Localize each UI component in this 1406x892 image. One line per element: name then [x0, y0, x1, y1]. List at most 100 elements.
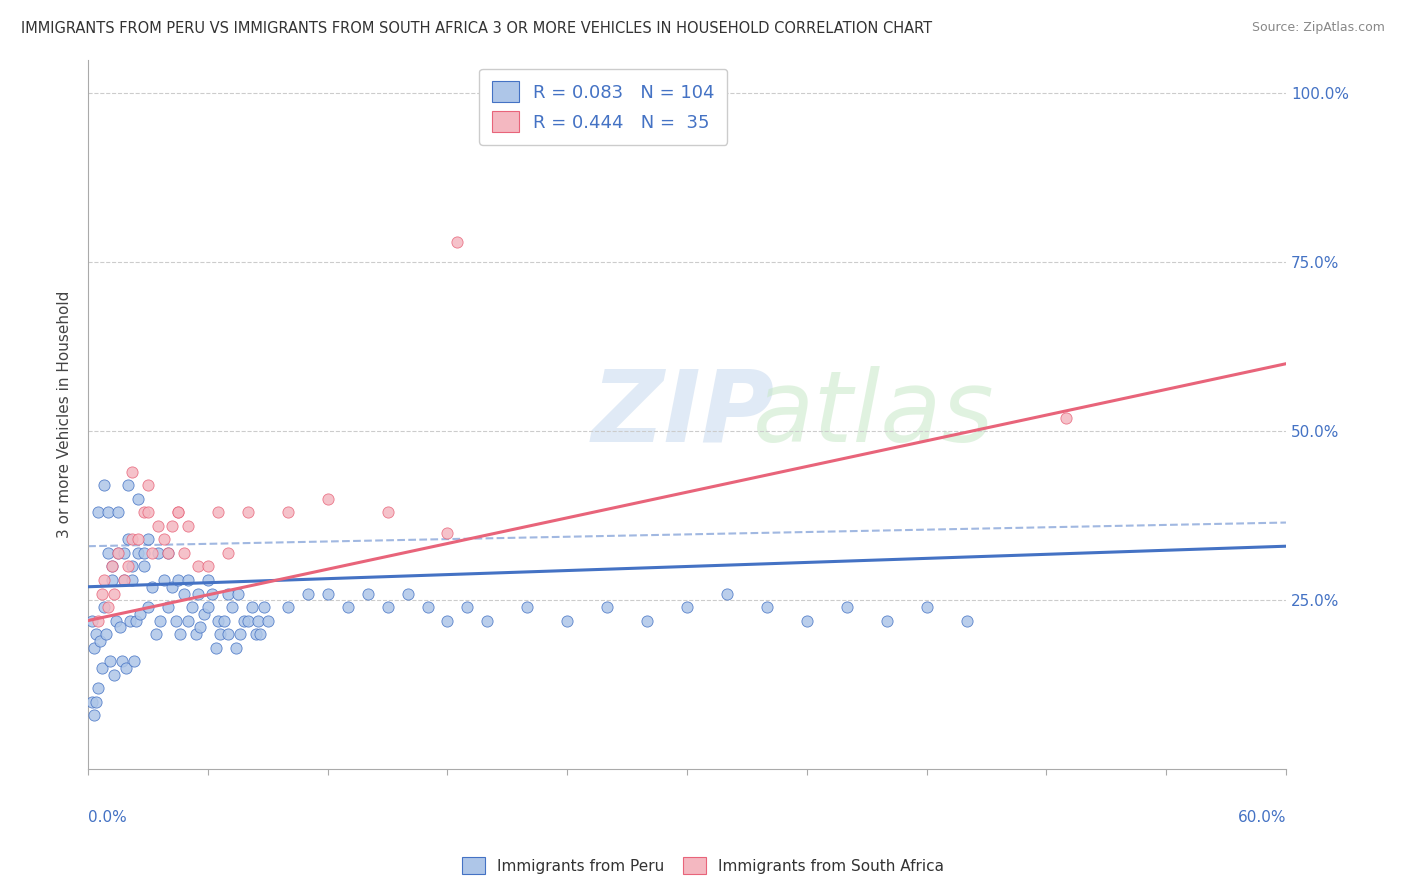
Text: IMMIGRANTS FROM PERU VS IMMIGRANTS FROM SOUTH AFRICA 3 OR MORE VEHICLES IN HOUSE: IMMIGRANTS FROM PERU VS IMMIGRANTS FROM … — [21, 21, 932, 36]
Point — [208, 627, 231, 641]
Point — [177, 614, 200, 628]
Point — [456, 600, 478, 615]
Point — [205, 640, 228, 655]
Point — [636, 614, 658, 628]
Point — [87, 681, 110, 695]
Point — [141, 580, 163, 594]
Legend: R = 0.083   N = 104, R = 0.444   N =  35: R = 0.083 N = 104, R = 0.444 N = 35 — [479, 69, 727, 145]
Point — [93, 478, 115, 492]
Point — [121, 465, 143, 479]
Point — [1054, 410, 1077, 425]
Point — [297, 586, 319, 600]
Point — [167, 505, 190, 519]
Point — [188, 620, 211, 634]
Legend: Immigrants from Peru, Immigrants from South Africa: Immigrants from Peru, Immigrants from So… — [456, 851, 950, 880]
Point — [249, 627, 271, 641]
Point — [111, 654, 134, 668]
Point — [125, 614, 148, 628]
Point — [160, 580, 183, 594]
Point — [84, 695, 107, 709]
Point — [160, 519, 183, 533]
Point — [87, 505, 110, 519]
Text: ZIP: ZIP — [592, 366, 775, 463]
Point — [165, 614, 187, 628]
Point — [167, 505, 190, 519]
Point — [316, 586, 339, 600]
Point — [117, 559, 139, 574]
Point — [149, 614, 172, 628]
Point — [83, 708, 105, 723]
Point — [156, 600, 179, 615]
Point — [127, 533, 149, 547]
Point — [173, 546, 195, 560]
Point — [193, 607, 215, 621]
Point — [277, 505, 299, 519]
Text: Source: ZipAtlas.com: Source: ZipAtlas.com — [1251, 21, 1385, 34]
Point — [716, 586, 738, 600]
Point — [83, 640, 105, 655]
Point — [197, 573, 219, 587]
Point — [117, 478, 139, 492]
Point — [167, 573, 190, 587]
Point — [181, 600, 204, 615]
Point — [197, 600, 219, 615]
Point — [207, 505, 229, 519]
Point — [82, 614, 104, 628]
Point — [82, 695, 104, 709]
Point — [796, 614, 818, 628]
Point — [145, 627, 167, 641]
Point — [105, 614, 128, 628]
Point — [277, 600, 299, 615]
Point — [755, 600, 778, 615]
Point — [156, 546, 179, 560]
Point — [377, 600, 399, 615]
Point — [212, 614, 235, 628]
Point — [416, 600, 439, 615]
Point — [112, 573, 135, 587]
Point — [596, 600, 619, 615]
Point — [316, 491, 339, 506]
Point — [217, 546, 239, 560]
Point — [377, 505, 399, 519]
Point — [676, 600, 699, 615]
Point — [117, 533, 139, 547]
Point — [115, 661, 138, 675]
Y-axis label: 3 or more Vehicles in Household: 3 or more Vehicles in Household — [58, 291, 72, 538]
Point — [835, 600, 858, 615]
Point — [221, 600, 243, 615]
Point — [97, 505, 120, 519]
Point — [89, 633, 111, 648]
Point — [103, 586, 125, 600]
Point — [236, 505, 259, 519]
Point — [177, 573, 200, 587]
Point — [236, 614, 259, 628]
Point — [107, 505, 129, 519]
Point — [225, 640, 247, 655]
Point — [246, 614, 269, 628]
Point — [146, 519, 169, 533]
Point — [93, 600, 115, 615]
Point — [121, 573, 143, 587]
Point — [187, 586, 209, 600]
Point — [91, 661, 114, 675]
Point — [217, 586, 239, 600]
Point — [173, 586, 195, 600]
Text: atlas: atlas — [754, 366, 994, 463]
Point — [516, 600, 538, 615]
Point — [184, 627, 207, 641]
Point — [101, 559, 124, 574]
Point — [153, 533, 176, 547]
Point — [232, 614, 254, 628]
Point — [127, 546, 149, 560]
Point — [91, 586, 114, 600]
Point — [107, 546, 129, 560]
Point — [955, 614, 977, 628]
Text: 0.0%: 0.0% — [89, 810, 127, 825]
Point — [87, 614, 110, 628]
Point — [256, 614, 278, 628]
Point — [97, 600, 120, 615]
Point — [253, 600, 276, 615]
Point — [229, 627, 252, 641]
Point — [108, 620, 131, 634]
Text: 60.0%: 60.0% — [1237, 810, 1286, 825]
